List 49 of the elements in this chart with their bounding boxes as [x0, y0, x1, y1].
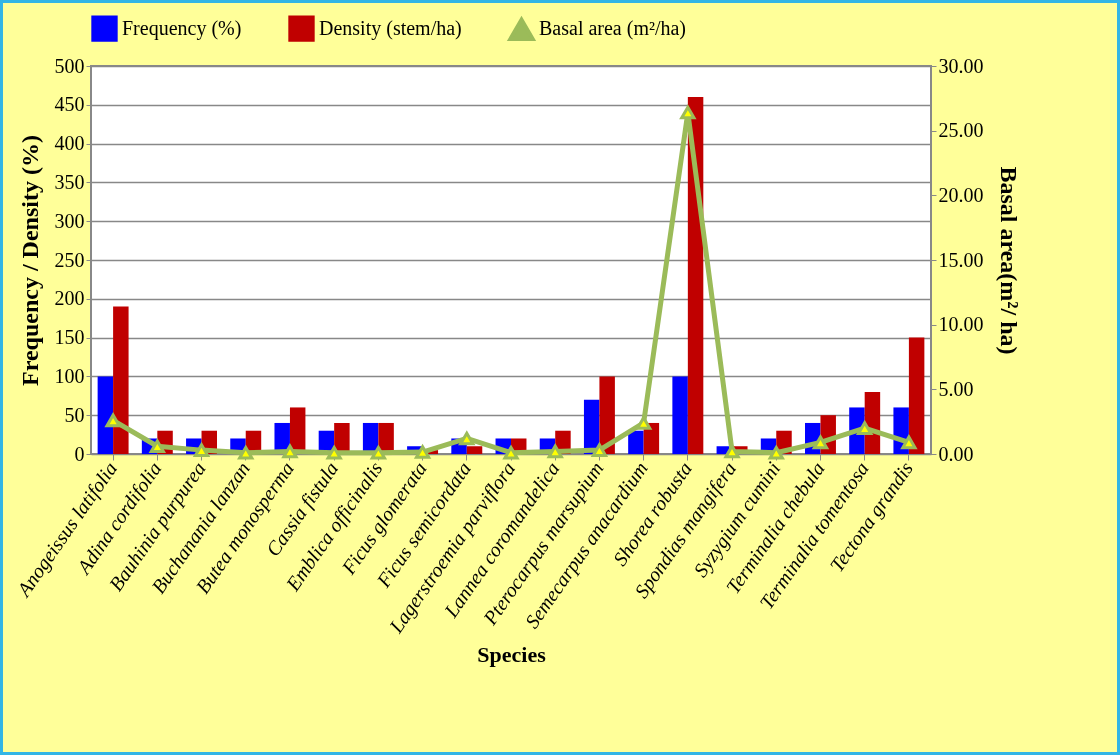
point	[591, 443, 608, 457]
y-tick-label: 400	[54, 132, 85, 155]
bar	[908, 337, 925, 454]
point	[238, 445, 254, 460]
y-tick-label: 500	[54, 54, 85, 77]
point	[282, 444, 298, 459]
point	[812, 435, 829, 450]
y-tick-label: 150	[54, 326, 85, 349]
point	[326, 445, 342, 460]
y2-tick-label: 10.00	[938, 313, 984, 336]
point	[105, 413, 121, 428]
point	[503, 445, 519, 460]
legend-label: Basal area (m²/ha)	[539, 17, 687, 41]
bar	[97, 376, 114, 454]
y-axis-title: Frequency / Density (%)	[16, 135, 43, 386]
point	[680, 105, 696, 120]
point	[459, 431, 475, 446]
y2-tick-label: 30.00	[938, 54, 984, 77]
y-tick-label: 350	[54, 170, 85, 193]
x-axis-title: Species	[477, 641, 547, 667]
bar	[599, 376, 615, 454]
point	[370, 445, 386, 460]
y2-tick-label: 25.00	[938, 119, 984, 142]
y-tick-label: 450	[54, 93, 85, 116]
y-tick-label: 200	[54, 287, 85, 310]
y2-axis-title: Basal area(m²/ ha)	[995, 166, 1022, 355]
legend-label: Frequency (%)	[122, 16, 242, 40]
y2-tick-label: 0.00	[938, 442, 974, 465]
point	[768, 445, 784, 460]
point	[636, 416, 652, 430]
y2-tick-label: 15.00	[938, 248, 984, 271]
y-tick-label: 300	[54, 209, 85, 232]
bar	[672, 376, 688, 454]
point	[724, 444, 740, 459]
y2-tick-label: 5.00	[938, 377, 974, 400]
point	[414, 445, 431, 459]
point	[193, 443, 210, 457]
bar	[113, 306, 129, 454]
y-tick-label: 250	[54, 248, 85, 271]
legend-label: Density (stem/ha)	[319, 16, 462, 40]
y-tick-label: 50	[64, 403, 85, 426]
y-tick-label: 100	[54, 364, 85, 387]
bar	[628, 430, 644, 454]
point	[149, 439, 165, 454]
y-tick-label: 0	[74, 442, 85, 465]
point	[901, 435, 917, 450]
point	[547, 444, 563, 459]
bar	[466, 446, 483, 454]
y2-tick-label: 20.00	[938, 183, 984, 206]
